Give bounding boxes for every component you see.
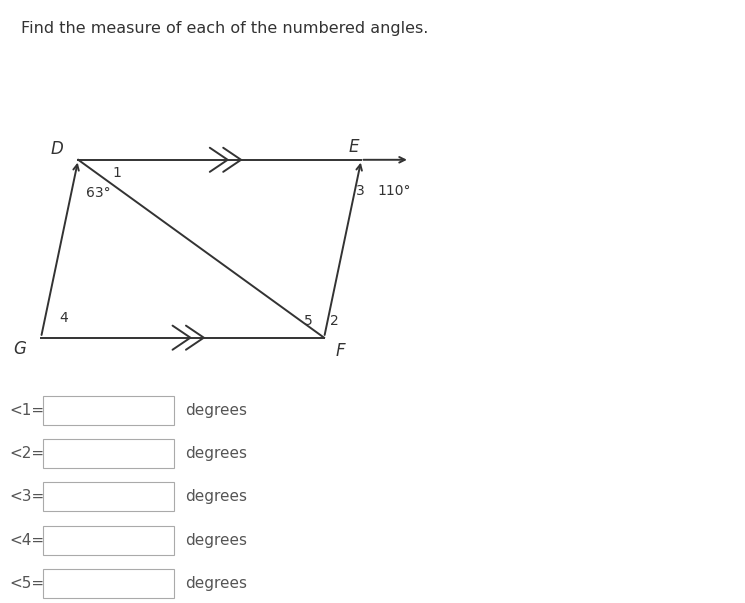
Text: E: E — [349, 137, 359, 156]
Text: <1=: <1= — [10, 403, 45, 417]
Text: 1: 1 — [112, 166, 121, 180]
Text: G: G — [13, 339, 27, 358]
Text: D: D — [51, 140, 64, 158]
Text: 63°: 63° — [86, 186, 110, 200]
FancyBboxPatch shape — [43, 439, 174, 468]
Text: 5: 5 — [304, 314, 313, 328]
Text: <5=: <5= — [10, 576, 45, 591]
Text: Find the measure of each of the numbered angles.: Find the measure of each of the numbered… — [21, 21, 428, 36]
Text: <3=: <3= — [10, 490, 45, 504]
Text: 2: 2 — [330, 314, 339, 328]
Text: degrees: degrees — [185, 490, 247, 504]
Text: <2=: <2= — [10, 446, 45, 461]
Text: 4: 4 — [59, 311, 68, 326]
Text: 3: 3 — [355, 184, 364, 198]
Text: 110°: 110° — [378, 184, 411, 198]
Text: F: F — [336, 342, 345, 360]
FancyBboxPatch shape — [43, 526, 174, 555]
Text: degrees: degrees — [185, 403, 247, 417]
FancyBboxPatch shape — [43, 569, 174, 598]
FancyBboxPatch shape — [43, 482, 174, 511]
Text: degrees: degrees — [185, 446, 247, 461]
Text: <4=: <4= — [10, 533, 45, 548]
FancyBboxPatch shape — [43, 396, 174, 425]
Text: degrees: degrees — [185, 576, 247, 591]
Text: degrees: degrees — [185, 533, 247, 548]
